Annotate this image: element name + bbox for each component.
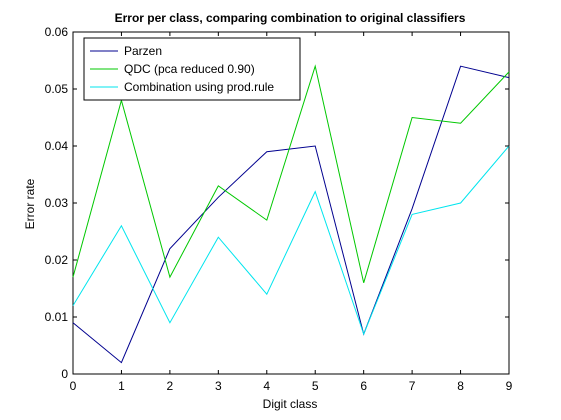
series-line-2 [72,64,510,283]
x-tick-label: 1 [118,379,125,393]
y-tick-label: 0.04 [45,139,69,153]
x-tick-label: 6 [360,379,367,393]
y-axis-title: Error rate [23,178,37,229]
x-tick-label: 5 [312,379,319,393]
x-tick-label: 9 [506,379,513,393]
x-tick-label: 8 [457,379,464,393]
y-tick-label: 0.05 [45,82,69,96]
x-tick-label: 4 [263,379,270,393]
y-tick-label: 0.02 [45,253,69,267]
legend-label-3: Combination using prod.rule [124,80,274,94]
series-line-3 [72,145,510,336]
y-tick-label: 0.06 [45,25,69,39]
y-tick-label: 0.01 [45,310,69,324]
legend: Parzen QDC (pca reduced 0.90) Combination … [83,37,301,101]
series-layer [72,64,510,364]
axes-layer: 0 1 2 3 4 5 6 7 8 9 0 0.01 0.02 0.03 0.04 0.05 0.06 [45,25,513,393]
legend-label-1: Parzen [124,44,162,58]
x-tick-label: 0 [70,379,77,393]
legend-box [83,37,301,101]
legend-label-2: QDC (pca reduced 0.90) [124,62,255,76]
x-tick-label: 7 [409,379,416,393]
y-tick-label: 0 [61,367,68,381]
y-tick-label: 0.03 [45,196,69,210]
chart-title: Error per class, comparing combination t… [115,11,466,25]
x-axis-title: Digit class [263,397,318,411]
x-tick-label: 2 [167,379,174,393]
series-line-1 [72,65,510,364]
x-tick-label: 3 [215,379,222,393]
